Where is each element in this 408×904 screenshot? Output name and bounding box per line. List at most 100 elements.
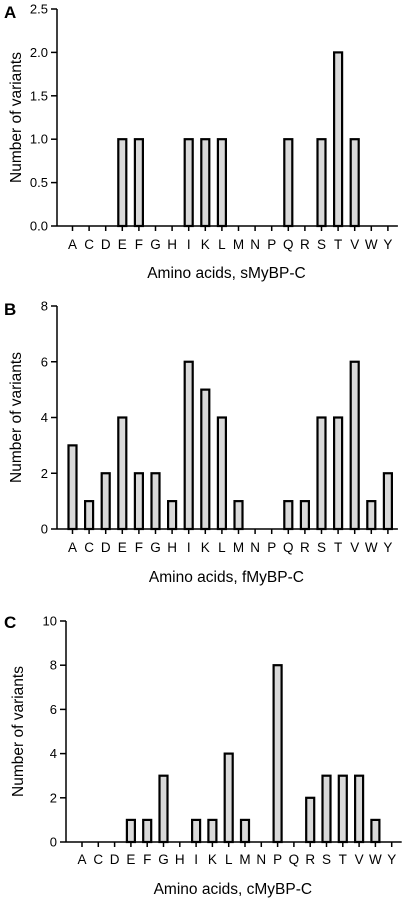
y-tick-label: 2.0 [30,45,48,60]
bar-T [333,416,344,531]
bar-E [117,138,128,228]
y-tick-label: 6 [50,702,57,717]
y-tick-label: 2 [41,466,48,481]
bar-F [133,472,144,531]
y-tick-label: 10 [43,614,57,629]
y-tick-label: 0 [50,835,57,850]
bar-V [354,774,365,844]
x-axis-title: Amino acids, fMyBP-C [149,569,304,586]
bar-F [142,818,153,844]
x-tick-label-C: C [84,540,94,555]
x-tick-label-G: G [158,852,169,867]
bar-V [349,360,360,531]
x-tick-label-S: S [317,540,326,555]
x-tick-label-C: C [93,852,103,867]
x-tick-label-M: M [239,852,250,867]
bar-R [305,796,316,844]
x-tick-label-D: D [110,852,120,867]
x-tick-label-Y: Y [383,540,392,555]
x-tick-label-A: A [68,540,77,555]
x-tick-label-E: E [118,237,127,252]
x-tick-label-A: A [68,237,77,252]
x-tick-label-I: I [194,852,198,867]
y-axis-title: Number of variants [8,352,25,483]
x-tick-label-W: W [365,237,378,252]
x-tick-label-H: H [167,237,177,252]
x-tick-label-F: F [135,237,143,252]
bar-W [370,818,381,844]
bar-V [349,138,360,228]
x-tick-label-F: F [135,540,143,555]
x-tick-label-S: S [317,237,326,252]
x-tick-label-I: I [187,237,191,252]
bar-Y [382,472,393,531]
x-tick-label-C: C [84,237,94,252]
x-tick-label-K: K [201,540,210,555]
bar-R [299,500,310,531]
x-tick-label-F: F [143,852,151,867]
x-tick-label-I: I [187,540,191,555]
x-tick-label-R: R [300,540,310,555]
x-tick-label-Y: Y [383,237,392,252]
y-axis-title: Number of variants [8,52,25,183]
x-tick-label-Q: Q [283,540,294,555]
bar-G [158,774,169,844]
bar-K [200,388,211,531]
x-tick-label-W: W [365,540,378,555]
y-tick-label: 2 [50,790,57,805]
y-tick-label: 1.5 [30,88,48,103]
y-tick-label: 4 [50,746,57,761]
y-tick-label: 0.5 [30,175,48,190]
bar-L [216,416,227,531]
chart-panel-a: A0.00.51.01.52.02.5A C D E F G H I K L M N P Q R S T V W YA… [4,2,398,282]
bar-D [100,472,111,531]
x-tick-label-E: E [126,852,135,867]
x-tick-label-K: K [208,852,217,867]
panel-label: B [4,300,16,319]
bar-M [233,500,244,531]
bar-E [125,818,137,844]
x-tick-label-K: K [201,237,210,252]
x-tick-label-Q: Q [283,237,294,252]
chart-panel-b: B 0 2 4 6 8 A C D E F G H I K L M N P Q R S T V W Y Amino acids, f… [4,299,398,586]
x-tick-label-L: L [218,237,226,252]
x-tick-label-M: M [233,237,244,252]
y-tick-label: 8 [41,299,48,314]
x-tick-label-V: V [350,237,359,252]
y-tick-label: 4 [41,410,48,425]
x-tick-label-G: G [150,237,161,252]
bar-Q [283,500,294,531]
x-axis-title: Amino acids, sMyBP-C [147,265,305,282]
x-tick-label-P: P [267,540,276,555]
bar-F [133,138,144,228]
bar-L [223,752,234,844]
x-tick-label-Y: Y [387,852,396,867]
x-tick-label-G: G [150,540,161,555]
x-tick-label-P: P [267,237,276,252]
x-tick-label-V: V [350,540,359,555]
x-tick-label-L: L [218,540,226,555]
bar-W [366,500,377,531]
bar-A [67,444,78,531]
x-tick-label-T: T [334,237,342,252]
bar-S [316,138,327,228]
bar-H [167,500,178,531]
x-tick-label-V: V [355,852,364,867]
x-tick-label-T: T [334,540,342,555]
bar-I [183,138,194,228]
bar-S [316,416,327,531]
panel-label: A [4,3,16,22]
x-tick-label-D: D [101,540,111,555]
bar-K [207,818,218,844]
x-tick-label-H: H [175,852,185,867]
bar-Q [283,138,294,228]
y-axis-title: Number of variants [10,666,27,797]
bar-T [333,51,344,228]
bar-K [200,138,211,228]
bar-M [239,818,251,844]
x-tick-label-N: N [250,237,260,252]
bar-I [191,818,202,844]
bar-P [272,664,283,844]
y-tick-label: 2.5 [30,2,48,17]
x-tick-label-E: E [118,540,127,555]
